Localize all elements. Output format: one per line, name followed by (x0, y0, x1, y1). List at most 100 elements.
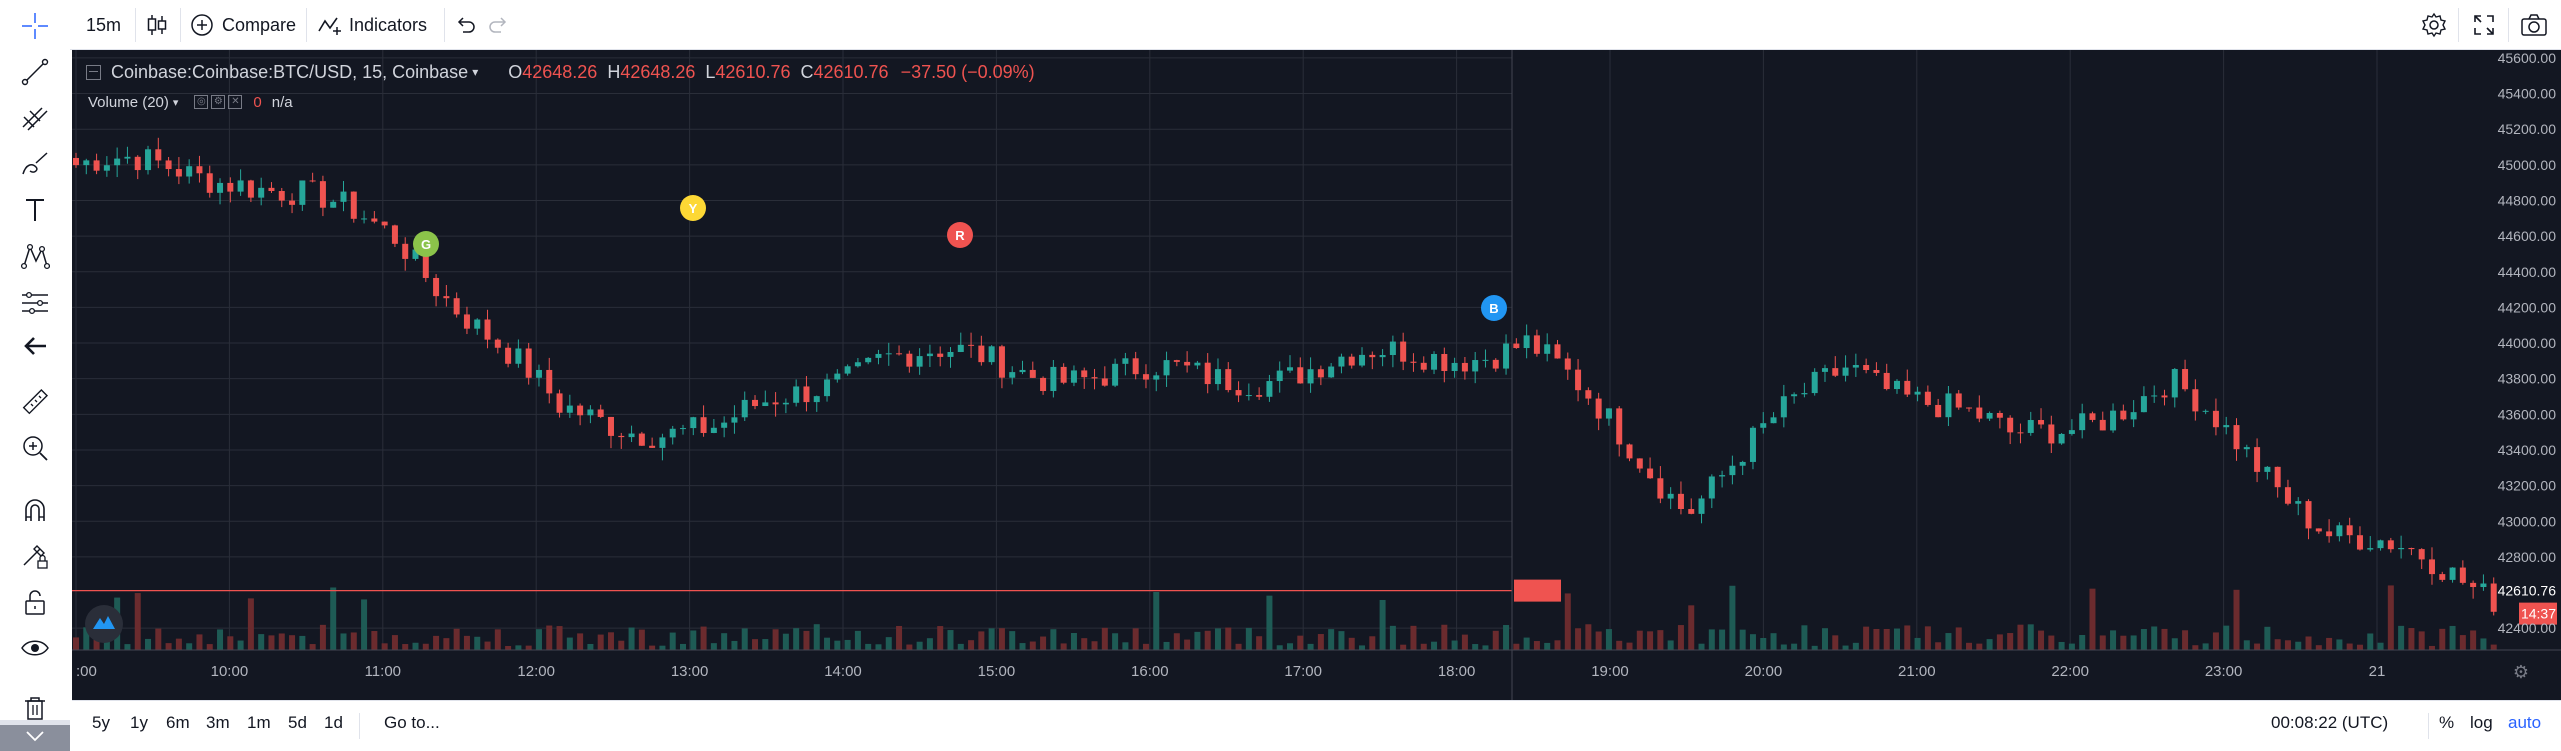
close-icon[interactable]: ✕ (228, 95, 243, 109)
volume-bar (854, 630, 861, 650)
volume-bar (2346, 643, 2353, 650)
volume-bar (1163, 641, 1170, 650)
tool-crosshair[interactable] (15, 10, 55, 46)
volume-bar (1081, 638, 1088, 650)
candle-body (2470, 582, 2477, 588)
volume-bar (474, 636, 481, 650)
chart-logo-button[interactable] (85, 605, 123, 643)
candle-body (1688, 509, 1695, 514)
candle-body (381, 221, 388, 226)
utc-clock[interactable]: 00:08:22 (UTC) (2271, 713, 2389, 732)
candle-body (1708, 476, 1715, 499)
tool-prediction[interactable] (15, 286, 55, 322)
volume-bar (1832, 635, 1839, 650)
volume-bar (1739, 629, 1746, 650)
settings-button[interactable] (2421, 6, 2447, 44)
volume-bar (443, 638, 450, 650)
candle-body (1431, 354, 1438, 370)
volume-bar (546, 625, 553, 650)
tool-remove[interactable] (15, 692, 55, 728)
range-1m[interactable]: 1m (247, 713, 271, 732)
tool-visibility[interactable] (15, 632, 55, 668)
signal-marker-g (413, 231, 439, 257)
chevron-down-icon[interactable]: ▾ (472, 65, 479, 79)
range-1d[interactable]: 1d (324, 713, 343, 732)
candle-body (217, 182, 224, 193)
volume-bar (1132, 628, 1139, 650)
tool-stay-drawing[interactable] (15, 540, 55, 576)
candle-body (2068, 430, 2075, 434)
candle-body (83, 160, 90, 166)
auto-scale-toggle[interactable]: auto (2508, 713, 2542, 732)
tool-text[interactable] (15, 194, 55, 230)
price-chart[interactable]: 42610.76 14:37 G Y R B :00 10:00 11:00 12:00 13:… (72, 50, 2561, 700)
volume-legend: Volume (20) ▾ ◎ ⚙ ✕ 0 n/a (88, 92, 293, 112)
undo-button[interactable] (454, 6, 476, 44)
price-tick-label: 44000.00 (2498, 335, 2557, 351)
volume-bar (2089, 588, 2096, 650)
tool-brush[interactable] (15, 148, 55, 184)
collapse-legend-icon[interactable] (86, 64, 101, 80)
candle-body (2274, 466, 2281, 488)
volume-bar (1019, 643, 1026, 650)
redo-button[interactable] (488, 6, 510, 44)
tool-patterns[interactable] (15, 240, 55, 276)
volume-bar (2305, 636, 2312, 650)
compare-button[interactable]: Compare (190, 6, 296, 44)
toolbar-divider (306, 8, 307, 42)
chart-type-button[interactable] (146, 6, 168, 44)
fullscreen-button[interactable] (2472, 6, 2496, 44)
tool-trend-line[interactable] (15, 56, 55, 92)
unlock-icon (20, 587, 50, 622)
volume-bar (2295, 641, 2302, 650)
symbol-title[interactable]: Coinbase:Coinbase:BTC/USD, 15, Coinbase (111, 61, 469, 82)
indicators-button[interactable]: Indicators (317, 6, 427, 44)
settings-small-icon[interactable]: ⚙ (211, 95, 226, 109)
range-3m[interactable]: 3m (206, 713, 230, 732)
volume-bar (2202, 643, 2209, 650)
candle-body (2233, 425, 2240, 450)
visibility-toggle-icon[interactable]: ◎ (194, 95, 209, 109)
tool-magnet[interactable] (15, 494, 55, 530)
tool-fib[interactable] (15, 102, 55, 138)
volume-bar (926, 638, 933, 650)
tool-lock[interactable] (15, 586, 55, 622)
tool-zoom-in[interactable] (15, 432, 55, 468)
goto-button[interactable]: Go to... (384, 713, 440, 732)
snapshot-button[interactable] (2520, 6, 2548, 44)
range-5y[interactable]: 5y (92, 713, 110, 732)
volume-bar (1564, 593, 1571, 650)
volume-bar (422, 643, 429, 650)
candle-body (1832, 368, 1839, 376)
interval-button[interactable]: 15m (86, 6, 121, 44)
chart-pane[interactable]: 42610.76 14:37 G Y R B :00 10:00 11:00 12:00 13:… (72, 50, 2561, 700)
signal-marker-label: Y (689, 201, 698, 216)
range-1y[interactable]: 1y (130, 713, 148, 732)
candle-body (1379, 355, 1386, 358)
candle-body (1811, 371, 1818, 394)
volume-title[interactable]: Volume (20) (88, 93, 169, 111)
range-6m[interactable]: 6m (166, 713, 190, 732)
time-tick-label: 16:00 (1131, 663, 1169, 680)
volume-bar (227, 636, 234, 650)
candle-body (2048, 424, 2055, 444)
time-tick-label: 18:00 (1438, 663, 1476, 680)
tool-back[interactable] (15, 330, 55, 366)
volume-bar (1225, 627, 1232, 650)
chevron-down-icon[interactable]: ▾ (172, 96, 179, 109)
volume-bar (1842, 645, 1849, 650)
volume-bar (2326, 637, 2333, 650)
percent-scale-toggle[interactable]: % (2439, 713, 2455, 732)
volume-bar (556, 626, 563, 650)
price-tick-label: 45400.00 (2498, 86, 2557, 102)
tool-measure[interactable] (15, 386, 55, 422)
candle-body (710, 427, 717, 433)
candle-body (350, 191, 357, 219)
trash-icon (20, 693, 50, 728)
volume-bar (535, 629, 542, 650)
range-5d[interactable]: 5d (288, 713, 307, 732)
log-scale-toggle[interactable]: log (2470, 713, 2493, 732)
time-tick-label: 11:00 (365, 663, 401, 680)
candle-body (1492, 359, 1499, 369)
toolbar-collapse-button[interactable] (0, 725, 70, 751)
